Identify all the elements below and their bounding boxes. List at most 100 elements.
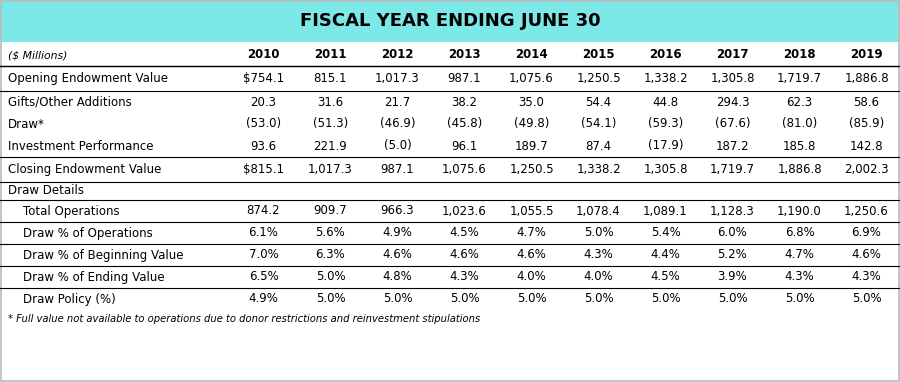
Text: 1,190.0: 1,190.0 [777,204,822,217]
Text: 1,719.7: 1,719.7 [777,72,822,85]
Text: 31.6: 31.6 [318,96,344,108]
Text: 1,078.4: 1,078.4 [576,204,621,217]
Text: 4.3%: 4.3% [785,270,814,283]
Text: 5.0%: 5.0% [517,293,546,306]
Text: (45.8): (45.8) [447,118,482,131]
Text: 6.9%: 6.9% [851,227,881,240]
Text: 4.0%: 4.0% [517,270,546,283]
Text: 1,338.2: 1,338.2 [644,72,688,85]
Text: (46.9): (46.9) [380,118,415,131]
Text: 2017: 2017 [716,49,749,62]
Text: 1,886.8: 1,886.8 [844,72,889,85]
Text: 987.1: 987.1 [447,72,482,85]
Text: 1,250.6: 1,250.6 [844,204,889,217]
Text: 4.5%: 4.5% [450,227,480,240]
Text: 21.7: 21.7 [384,96,410,108]
Text: 4.3%: 4.3% [851,270,881,283]
Text: 54.4: 54.4 [585,96,612,108]
Text: 93.6: 93.6 [250,139,276,152]
Text: 2014: 2014 [515,49,548,62]
FancyBboxPatch shape [0,0,900,42]
Text: 4.4%: 4.4% [651,249,680,262]
Text: 5.0%: 5.0% [584,227,613,240]
Text: 2011: 2011 [314,49,346,62]
Text: (67.6): (67.6) [715,118,751,131]
Text: 2012: 2012 [382,49,414,62]
Text: Opening Endowment Value: Opening Endowment Value [8,72,168,85]
Text: 96.1: 96.1 [452,139,478,152]
Text: 2,002.3: 2,002.3 [844,163,889,176]
Text: 3.9%: 3.9% [717,270,747,283]
Text: Draw % of Operations: Draw % of Operations [8,227,153,240]
Text: (49.8): (49.8) [514,118,549,131]
Text: 5.0%: 5.0% [316,293,346,306]
Text: Draw % of Beginning Value: Draw % of Beginning Value [8,249,184,262]
Text: 5.0%: 5.0% [316,270,346,283]
Text: Draw % of Ending Value: Draw % of Ending Value [8,270,165,283]
Text: 1,055.5: 1,055.5 [509,204,554,217]
Text: 5.6%: 5.6% [316,227,346,240]
Text: Total Operations: Total Operations [8,204,120,217]
Text: 966.3: 966.3 [381,204,414,217]
Text: 1,719.7: 1,719.7 [710,163,755,176]
Text: 2010: 2010 [248,49,280,62]
Text: 6.3%: 6.3% [316,249,346,262]
Text: 2013: 2013 [448,49,481,62]
Text: 5.0%: 5.0% [584,293,613,306]
Text: Closing Endowment Value: Closing Endowment Value [8,163,161,176]
Text: 4.9%: 4.9% [248,293,278,306]
Text: 87.4: 87.4 [585,139,612,152]
Text: 4.6%: 4.6% [517,249,546,262]
Text: 1,023.6: 1,023.6 [442,204,487,217]
Text: 4.3%: 4.3% [450,270,480,283]
Text: 4.0%: 4.0% [583,270,614,283]
Text: 1,075.6: 1,075.6 [442,163,487,176]
Text: (53.0): (53.0) [246,118,281,131]
Text: Draw*: Draw* [8,118,45,131]
Text: (85.9): (85.9) [849,118,884,131]
Text: 6.1%: 6.1% [248,227,278,240]
Text: ($ Millions): ($ Millions) [8,50,68,60]
Text: 1,250.5: 1,250.5 [509,163,554,176]
Text: 1,305.8: 1,305.8 [644,163,688,176]
Text: 5.0%: 5.0% [851,293,881,306]
Text: 874.2: 874.2 [247,204,280,217]
Text: 2018: 2018 [783,49,815,62]
Text: 294.3: 294.3 [716,96,750,108]
Text: Draw Policy (%): Draw Policy (%) [8,293,116,306]
Text: 5.0%: 5.0% [651,293,680,306]
Text: 221.9: 221.9 [313,139,347,152]
Text: 62.3: 62.3 [787,96,813,108]
Text: Gifts/Other Additions: Gifts/Other Additions [8,96,131,108]
Text: 5.0%: 5.0% [717,293,747,306]
Text: 1,017.3: 1,017.3 [375,72,420,85]
Text: 815.1: 815.1 [314,72,347,85]
Text: 4.7%: 4.7% [785,249,814,262]
Text: 4.9%: 4.9% [382,227,412,240]
Text: 44.8: 44.8 [652,96,679,108]
Text: 4.8%: 4.8% [382,270,412,283]
Text: 987.1: 987.1 [381,163,414,176]
Text: 1,017.3: 1,017.3 [308,163,353,176]
Text: 6.0%: 6.0% [717,227,747,240]
Text: 5.0%: 5.0% [450,293,480,306]
Text: 1,128.3: 1,128.3 [710,204,755,217]
Text: 6.8%: 6.8% [785,227,814,240]
Text: 185.8: 185.8 [783,139,816,152]
Text: 5.2%: 5.2% [717,249,747,262]
Text: 4.6%: 4.6% [382,249,412,262]
Text: 1,075.6: 1,075.6 [509,72,554,85]
Text: 35.0: 35.0 [518,96,544,108]
Text: Investment Performance: Investment Performance [8,139,154,152]
Text: FISCAL YEAR ENDING JUNE 30: FISCAL YEAR ENDING JUNE 30 [300,12,600,30]
Text: 7.0%: 7.0% [248,249,278,262]
Text: 20.3: 20.3 [250,96,276,108]
Text: (81.0): (81.0) [782,118,817,131]
Text: 4.5%: 4.5% [651,270,680,283]
Text: 6.5%: 6.5% [248,270,278,283]
Text: (59.3): (59.3) [648,118,683,131]
Text: 1,250.5: 1,250.5 [576,72,621,85]
Text: * Full value not available to operations due to donor restrictions and reinvestm: * Full value not available to operations… [8,314,481,324]
Text: (51.3): (51.3) [313,118,348,131]
Text: 189.7: 189.7 [515,139,548,152]
